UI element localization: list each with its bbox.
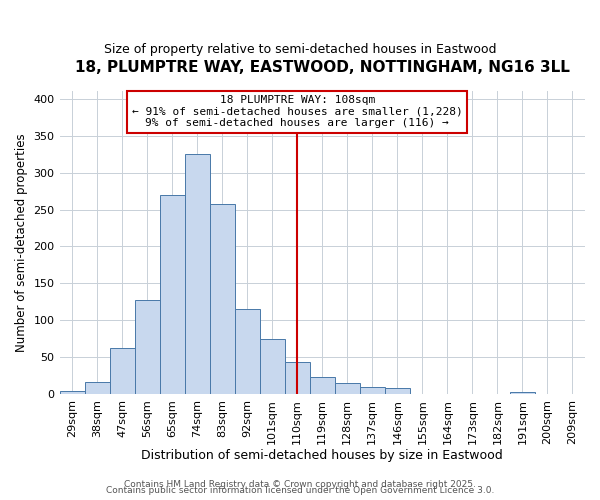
Bar bbox=[110, 348, 134, 394]
X-axis label: Distribution of semi-detached houses by size in Eastwood: Distribution of semi-detached houses by … bbox=[142, 450, 503, 462]
Bar bbox=[85, 382, 110, 394]
Bar bbox=[510, 392, 535, 394]
Text: 18 PLUMPTRE WAY: 108sqm
← 91% of semi-detached houses are smaller (1,228)
9% of : 18 PLUMPTRE WAY: 108sqm ← 91% of semi-de… bbox=[132, 95, 463, 128]
Text: Contains HM Land Registry data © Crown copyright and database right 2025.: Contains HM Land Registry data © Crown c… bbox=[124, 480, 476, 489]
Bar bbox=[360, 386, 385, 394]
Title: 18, PLUMPTRE WAY, EASTWOOD, NOTTINGHAM, NG16 3LL: 18, PLUMPTRE WAY, EASTWOOD, NOTTINGHAM, … bbox=[75, 60, 570, 75]
Bar bbox=[134, 300, 160, 394]
Bar bbox=[260, 340, 285, 394]
Bar bbox=[209, 204, 235, 394]
Bar bbox=[59, 391, 85, 394]
Bar bbox=[235, 309, 260, 394]
Bar bbox=[310, 377, 335, 394]
Text: Contains public sector information licensed under the Open Government Licence 3.: Contains public sector information licen… bbox=[106, 486, 494, 495]
Bar bbox=[385, 388, 410, 394]
Bar bbox=[335, 383, 360, 394]
Bar bbox=[160, 195, 185, 394]
Text: Size of property relative to semi-detached houses in Eastwood: Size of property relative to semi-detach… bbox=[104, 42, 496, 56]
Bar bbox=[185, 154, 209, 394]
Bar bbox=[285, 362, 310, 394]
Y-axis label: Number of semi-detached properties: Number of semi-detached properties bbox=[15, 134, 28, 352]
